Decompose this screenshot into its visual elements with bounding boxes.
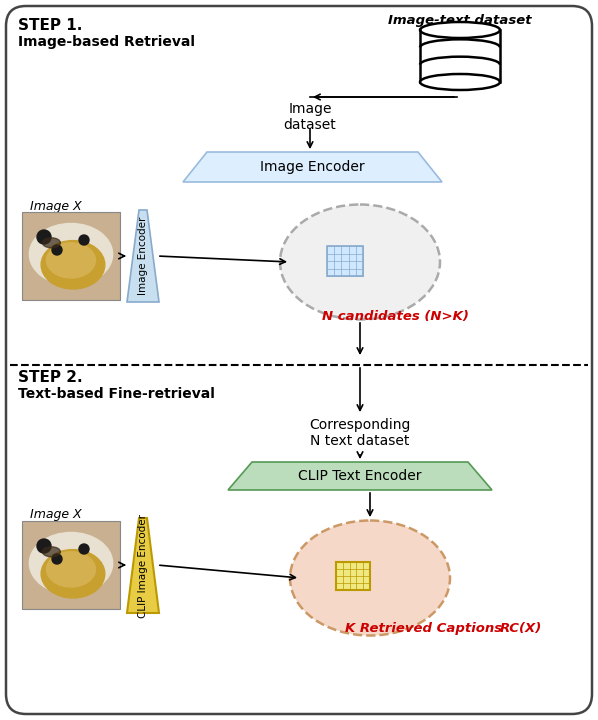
- Text: N candidates (N>K): N candidates (N>K): [322, 310, 468, 323]
- Text: Image Encoder: Image Encoder: [138, 217, 148, 295]
- Circle shape: [79, 235, 89, 245]
- Bar: [22, 521, 120, 609]
- Text: RC(X): RC(X): [500, 622, 542, 635]
- Ellipse shape: [29, 533, 112, 594]
- Ellipse shape: [41, 549, 105, 598]
- Bar: [336, 562, 370, 590]
- Polygon shape: [127, 210, 159, 302]
- Bar: [327, 246, 363, 276]
- Bar: [22, 212, 120, 300]
- Polygon shape: [127, 518, 159, 613]
- Text: STEP 2.: STEP 2.: [18, 370, 83, 385]
- Circle shape: [79, 544, 89, 554]
- Text: Image X: Image X: [30, 508, 82, 521]
- Ellipse shape: [280, 204, 440, 320]
- FancyBboxPatch shape: [6, 6, 592, 714]
- Text: K Retrieved Captions: K Retrieved Captions: [345, 622, 507, 635]
- Text: Image Encoder: Image Encoder: [260, 160, 365, 174]
- Text: CLIP Text Encoder: CLIP Text Encoder: [298, 469, 422, 483]
- Text: Image X: Image X: [30, 200, 82, 213]
- Bar: [420, 30, 500, 82]
- Text: CLIP Image Encoder: CLIP Image Encoder: [138, 513, 148, 618]
- Ellipse shape: [47, 552, 96, 587]
- Ellipse shape: [47, 243, 96, 278]
- Circle shape: [52, 245, 62, 255]
- Ellipse shape: [29, 223, 112, 285]
- Polygon shape: [183, 152, 442, 182]
- Ellipse shape: [42, 546, 60, 557]
- Text: Text-based Fine-retrieval: Text-based Fine-retrieval: [18, 387, 215, 401]
- Ellipse shape: [420, 74, 500, 90]
- Text: Image
dataset: Image dataset: [283, 102, 336, 132]
- Text: Image-text dataset: Image-text dataset: [388, 14, 532, 27]
- Circle shape: [52, 554, 62, 564]
- Circle shape: [37, 230, 51, 244]
- Polygon shape: [228, 462, 492, 490]
- Circle shape: [37, 539, 51, 553]
- Ellipse shape: [420, 22, 500, 38]
- Text: Image-based Retrieval: Image-based Retrieval: [18, 35, 195, 49]
- Ellipse shape: [290, 521, 450, 636]
- Ellipse shape: [42, 238, 60, 248]
- Text: STEP 1.: STEP 1.: [18, 18, 83, 33]
- Ellipse shape: [41, 240, 105, 289]
- Text: Corresponding
N text dataset: Corresponding N text dataset: [309, 418, 411, 448]
